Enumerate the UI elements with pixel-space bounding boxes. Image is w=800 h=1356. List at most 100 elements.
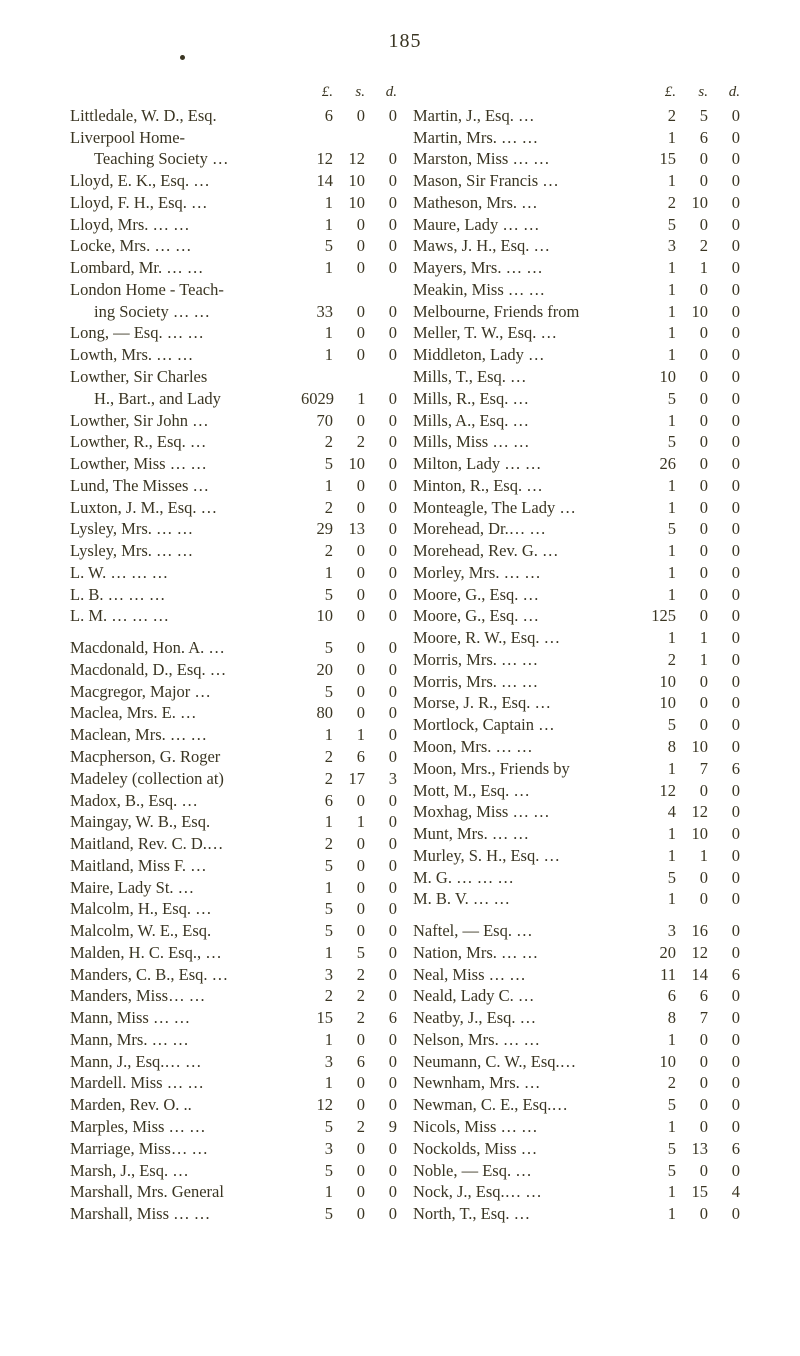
amount-s: 0 [333,1029,365,1051]
entry-amounts: 2173 [301,768,397,790]
amount-l: 1 [644,845,676,867]
entry-name: Morris, Mrs. … … [413,649,644,671]
entry-name: Manders, C. B., Esq. … [70,964,301,986]
amount-s: 7 [676,758,708,780]
amount-s: 0 [333,637,365,659]
entry-name: Lombard, Mr. … … [70,257,301,279]
amount-l: 3 [301,964,333,986]
amount-l: 5 [301,1203,333,1225]
entry-name: Manders, Miss… … [70,985,301,1007]
amount-d: 0 [708,1160,740,1182]
entry-name: Mills, A., Esq. … [413,410,644,432]
amount-l: 1 [644,888,676,910]
amount-l: 1 [301,192,333,214]
amount-s: 0 [676,366,708,388]
ledger-entry: Moore, R. W., Esq. …110 [413,627,740,649]
amount-s: 0 [333,301,365,323]
ledger-entry: Locke, Mrs. … …500 [70,235,397,257]
amount-d: 0 [365,475,397,497]
entry-amounts: 200 [301,497,397,519]
amount-d: 0 [365,235,397,257]
entry-name: Macgregor, Major … [70,681,301,703]
entry-name: Lloyd, E. K., Esq. … [70,170,301,192]
amount-s: 0 [676,148,708,170]
amount-s: 2 [676,235,708,257]
amount-s: 0 [333,475,365,497]
amount-l: 5 [644,388,676,410]
entry-name: Maclea, Mrs. E. … [70,702,301,724]
entry-amounts: 110 [644,257,740,279]
ledger-entry: M. B. V. … …100 [413,888,740,910]
entry-amounts: 100 [644,279,740,301]
ledger-entry: Newnham, Mrs. …200 [413,1072,740,1094]
ledger-entry: Long, — Esq. … …100 [70,322,397,344]
ledger-entry: Mills, A., Esq. …100 [413,410,740,432]
ledger-entry: North, T., Esq. …100 [413,1203,740,1225]
amount-l: 5 [644,867,676,889]
ledger-entry: Morley, Mrs. … …100 [413,562,740,584]
ledger-entry: Mann, J., Esq.… …360 [70,1051,397,1073]
entry-amounts: 100 [301,1072,397,1094]
entry-name: Meller, T. W., Esq. … [413,322,644,344]
entry-amounts: 320 [644,235,740,257]
amount-l: 1 [644,627,676,649]
entry-name: Lund, The Misses … [70,475,301,497]
ledger-entry: Milton, Lady … …2600 [413,453,740,475]
amount-l: 4 [644,801,676,823]
amount-s: 0 [676,322,708,344]
entry-name: Mott, M., Esq. … [413,780,644,802]
amount-d: 0 [708,388,740,410]
amount-l: 80 [301,702,333,724]
ledger-entry: Morse, J. R., Esq. …1000 [413,692,740,714]
entry-amounts: 4120 [644,801,740,823]
amount-d: 0 [365,1029,397,1051]
ledger-entry: Marriage, Miss… …300 [70,1138,397,1160]
entry-name: Madox, B., Esq. … [70,790,301,812]
entry-amounts: 2100 [644,192,740,214]
amount-l: 5 [301,453,333,475]
amount-d: 0 [365,877,397,899]
amount-d: 0 [708,127,740,149]
entry-name: L. W. … … … [70,562,301,584]
entry-amounts: 200 [301,833,397,855]
amount-d: 0 [708,867,740,889]
amount-s: 0 [676,388,708,410]
entry-name: Neumann, C. W., Esq.… [413,1051,644,1073]
amount-d: 0 [365,855,397,877]
amount-d: 0 [365,497,397,519]
entry-amounts: 100 [644,888,740,910]
entry-name: Nelson, Mrs. … … [413,1029,644,1051]
amount-d: 0 [708,192,740,214]
amount-l: 33 [301,301,333,323]
amount-s: 0 [333,1072,365,1094]
entry-name: Moore, G., Esq. … [413,584,644,606]
entry-amounts: 8000 [301,702,397,724]
entry-amounts: 1100 [301,192,397,214]
ledger-entry: Marden, Rev. O. ..1200 [70,1094,397,1116]
amount-d: 0 [365,942,397,964]
amount-d: 0 [708,475,740,497]
amount-l: 5 [301,898,333,920]
entry-name: Lloyd, F. H., Esq. … [70,192,301,214]
ledger-entry: Mortlock, Captain …500 [413,714,740,736]
ledger-entry: Lysley, Mrs. … …29130 [70,518,397,540]
ledger-entry: Maclean, Mrs. … …110 [70,724,397,746]
amount-s: 2 [333,431,365,453]
entry-amounts: 100 [301,877,397,899]
entry-amounts: 500 [644,867,740,889]
amount-d: 0 [365,811,397,833]
amount-l: 5 [644,1094,676,1116]
ledger-entry: London Home - Teach- [70,279,397,301]
amount-s: 12 [676,942,708,964]
amount-d: 0 [708,257,740,279]
ledger-entry: Lombard, Mr. … …100 [70,257,397,279]
entry-amounts: 3300 [301,301,397,323]
amount-l: 1 [301,562,333,584]
entry-name: Marsh, J., Esq. … [70,1160,301,1182]
amount-l: 1 [301,475,333,497]
amount-s: 12 [333,148,365,170]
amount-d: 6 [365,1007,397,1029]
entry-amounts: 1200 [644,780,740,802]
amount-d: 0 [708,1029,740,1051]
entry-name: Lowther, R., Esq. … [70,431,301,453]
